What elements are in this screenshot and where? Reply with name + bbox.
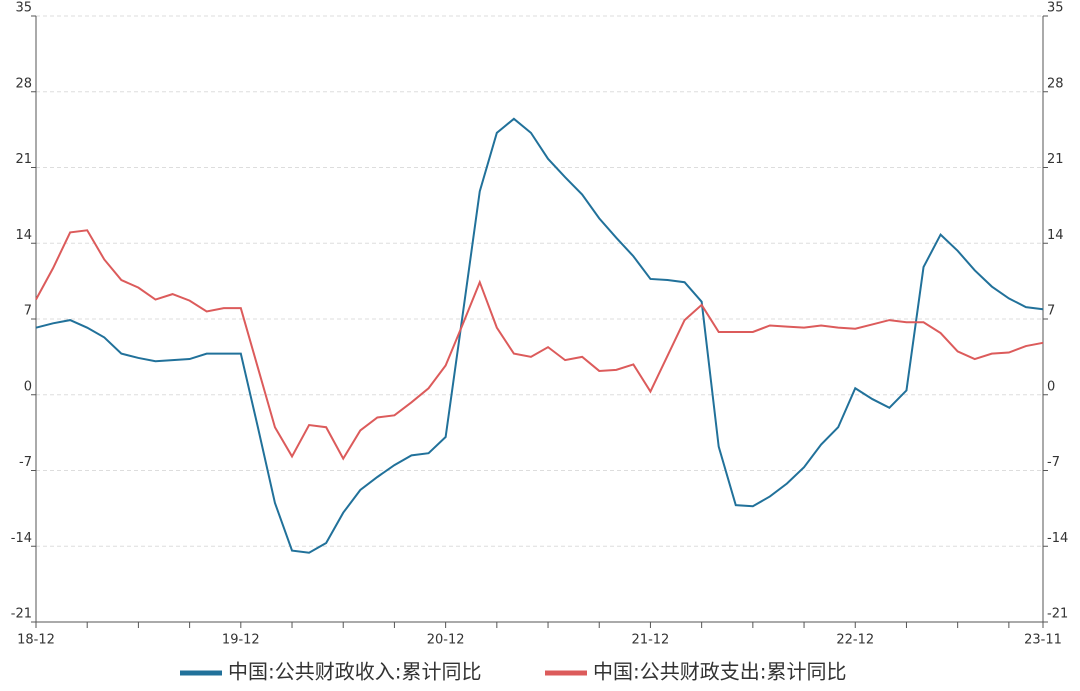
- y-tick-label: 14: [15, 228, 32, 243]
- x-tick-label: 23-11: [1024, 633, 1062, 648]
- y2-tick-label: 21: [1047, 152, 1064, 167]
- y-tick-label: 7: [24, 304, 32, 319]
- x-tick-label: 19-12: [222, 633, 260, 648]
- y-tick-label: -14: [11, 531, 32, 546]
- y-tick-label: 28: [15, 76, 32, 91]
- y2-tick-label: -7: [1047, 455, 1060, 470]
- x-tick-label: 18-12: [17, 633, 55, 648]
- y-tick-label: -21: [11, 607, 32, 622]
- legend-label: 中国:公共财政支出:累计同比: [593, 660, 846, 684]
- y-tick-label: -7: [19, 455, 32, 470]
- x-tick-label: 22-12: [836, 633, 874, 648]
- y2-tick-label: 14: [1047, 228, 1064, 243]
- y2-tick-label: -14: [1047, 531, 1068, 546]
- y-tick-label: 21: [15, 152, 32, 167]
- y2-tick-label: -21: [1047, 607, 1068, 622]
- line-series: [35, 229, 1044, 461]
- y-tick-label: 35: [15, 1, 32, 16]
- legend-label: 中国:公共财政收入:累计同比: [228, 660, 481, 684]
- line-series: [35, 117, 1044, 554]
- legend: 中国:公共财政收入:累计同比 中国:公共财政支出:累计同比: [180, 660, 846, 684]
- y2-tick-label: 7: [1047, 304, 1055, 319]
- y-tick-label: 0: [24, 379, 32, 394]
- x-tick-label: 21-12: [632, 633, 670, 648]
- x-tick-label: 20-12: [427, 633, 465, 648]
- y2-tick-label: 28: [1047, 76, 1064, 91]
- y2-tick-label: 0: [1047, 379, 1055, 394]
- y2-tick-label: 35: [1047, 1, 1064, 16]
